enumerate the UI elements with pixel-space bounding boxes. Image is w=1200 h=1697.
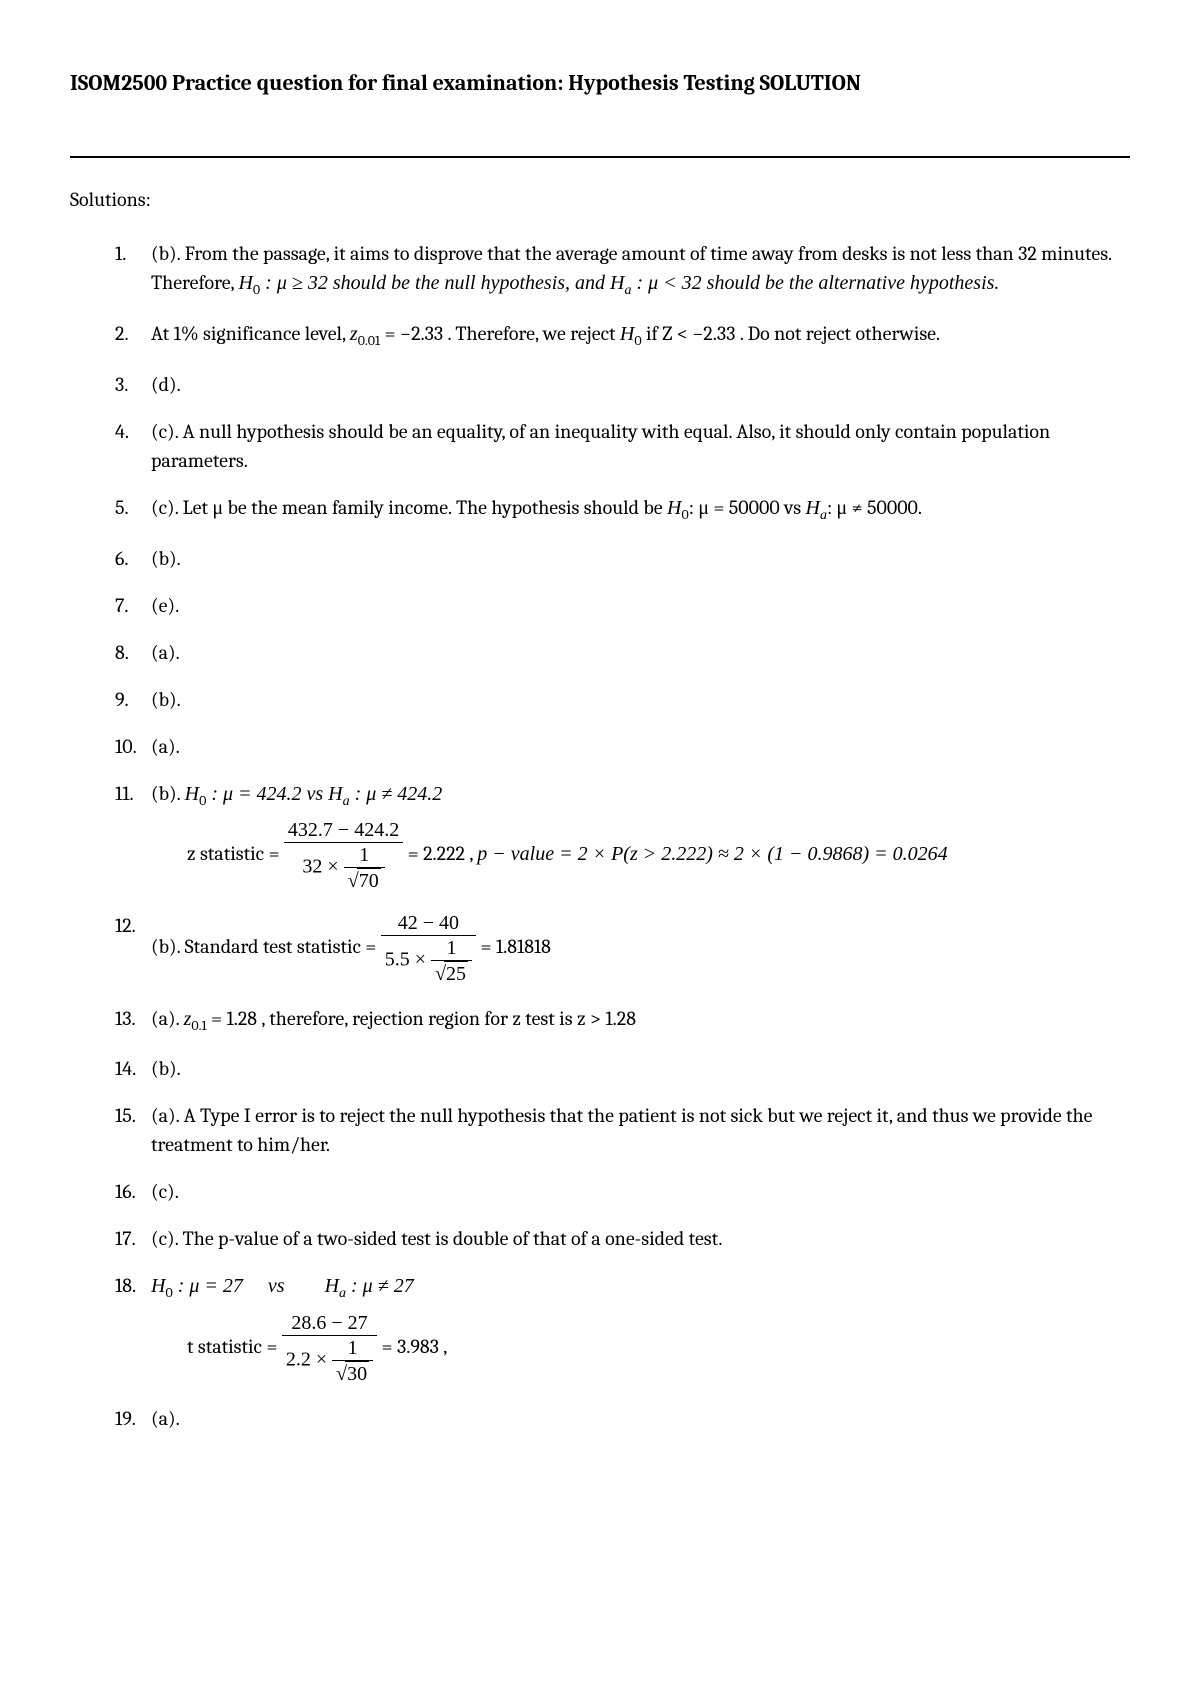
item-number: 15.	[115, 1101, 136, 1130]
solution-item: 18. H0 : μ = 27 vs Ha : μ ≠ 27 t statist…	[115, 1271, 1130, 1385]
solution-item: 10. (a).	[115, 732, 1130, 761]
solution-item: 13. (a). z0.1 = 1.28 , therefore, reject…	[115, 1004, 1130, 1036]
solution-item: 3. (d).	[115, 370, 1130, 399]
item-number: 8.	[115, 638, 129, 667]
item-text: (b).	[151, 547, 181, 570]
item-number: 3.	[115, 370, 128, 399]
solution-item: 2. At 1% significance level, z0.01 = −2.…	[115, 319, 1130, 351]
solutions-heading: Solutions:	[70, 188, 1130, 211]
solution-item: 5. (c). Let μ be the mean family income.…	[115, 493, 1130, 526]
solutions-list: 1. (b). From the passage, it aims to dis…	[115, 239, 1130, 1433]
solution-item: 9. (b).	[115, 685, 1130, 714]
z-statistic-line: z statistic = 432.7 − 424.2 32 × 170 = 2…	[187, 818, 1130, 893]
item-text: (b). H0 : μ = 424.2 vs Ha : μ ≠ 424.2 z …	[151, 782, 1130, 893]
solution-item: 17. (c). The p-value of a two-sided test …	[115, 1224, 1130, 1253]
fraction: 42 − 40 5.5 × 125	[381, 911, 476, 986]
item-text: (a).	[151, 1407, 180, 1430]
item-number: 13.	[115, 1004, 136, 1033]
solution-item: 6. (b).	[115, 544, 1130, 573]
solution-item: 12. (b). Standard test statistic = 42 − …	[115, 911, 1130, 986]
solution-item: 4. (c). A null hypothesis should be an e…	[115, 417, 1130, 475]
item-number: 1.	[115, 239, 126, 268]
item-text: At 1% significance level, z0.01 = −2.33 …	[151, 322, 940, 345]
page-title: ISOM2500 Practice question for final exa…	[70, 70, 1130, 96]
item-number: 11.	[115, 779, 134, 808]
item-text: (c). Let μ be the mean family income. Th…	[151, 496, 922, 519]
item-text: (a).	[151, 641, 180, 664]
item-text: (c). A null hypothesis should be an equa…	[151, 420, 1050, 472]
item-text: (a). A Type I error is to reject the nul…	[151, 1104, 1092, 1156]
item-number: 14.	[115, 1054, 136, 1083]
item-number: 5.	[115, 493, 129, 522]
item-text: H0 : μ = 27 vs Ha : μ ≠ 27 t statistic =…	[151, 1274, 1130, 1385]
item-text: (a). z0.1 = 1.28 , therefore, rejection …	[151, 1007, 636, 1030]
item-text: (a).	[151, 735, 180, 758]
item-text: (d).	[151, 373, 181, 396]
solution-item: 19. (a).	[115, 1404, 1130, 1433]
solution-item: 7. (e).	[115, 591, 1130, 620]
item-text: (c).	[151, 1180, 179, 1203]
item-text: (b). From the passage, it aims to dispro…	[151, 242, 1112, 294]
item-text: (b).	[151, 688, 181, 711]
item-text: (b).	[151, 1057, 181, 1080]
item-number: 4.	[115, 417, 129, 446]
solution-item: 14. (b).	[115, 1054, 1130, 1083]
item-number: 19.	[115, 1404, 136, 1433]
fraction: 28.6 − 27 2.2 × 130	[282, 1311, 377, 1386]
fraction: 432.7 − 424.2 32 × 170	[284, 818, 403, 893]
solution-item: 1. (b). From the passage, it aims to dis…	[115, 239, 1130, 301]
item-number: 10.	[115, 732, 137, 761]
solution-item: 11. (b). H0 : μ = 424.2 vs Ha : μ ≠ 424.…	[115, 779, 1130, 893]
item-text: (b). Standard test statistic = 42 − 40 5…	[151, 935, 551, 958]
item-number: 6.	[115, 544, 129, 573]
item-text: (e).	[151, 594, 179, 617]
divider	[70, 156, 1130, 158]
solution-item: 16. (c).	[115, 1177, 1130, 1206]
item-text: (c). The p-value of a two-sided test is …	[151, 1227, 723, 1250]
document-page: ISOM2500 Practice question for final exa…	[0, 0, 1200, 1521]
item-number: 17.	[115, 1224, 136, 1253]
item-number: 16.	[115, 1177, 136, 1206]
item-number: 12.	[115, 911, 136, 940]
item-number: 7.	[115, 591, 129, 620]
item-number: 9.	[115, 685, 129, 714]
t-statistic-line: t statistic = 28.6 − 27 2.2 × 130 = 3.98…	[187, 1311, 1130, 1386]
item-number: 2.	[115, 319, 129, 348]
solution-item: 15. (a). A Type I error is to reject the …	[115, 1101, 1130, 1159]
solution-item: 8. (a).	[115, 638, 1130, 667]
item-number: 18.	[115, 1271, 136, 1300]
